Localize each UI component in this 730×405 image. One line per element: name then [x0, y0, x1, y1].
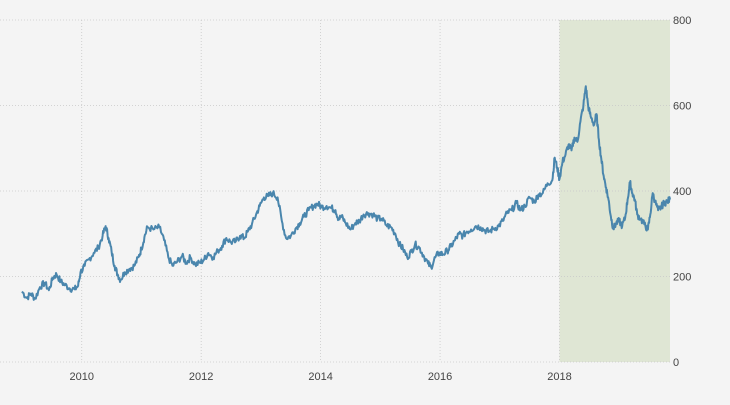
- price-series-line: [21, 85, 671, 301]
- grid-layer: [0, 19, 670, 363]
- series-layer: [21, 85, 671, 301]
- x-tick-label: 2014: [308, 371, 332, 383]
- y-tick-label: 600: [673, 101, 691, 113]
- y-axis: 0 200 400 600 800: [673, 15, 691, 369]
- x-tick-label: 2016: [428, 371, 452, 383]
- y-tick-label: 800: [673, 15, 691, 27]
- x-axis: 2010 2012 2014 2016 2018: [69, 371, 571, 383]
- x-tick-label: 2012: [189, 371, 213, 383]
- y-tick-label: 400: [673, 186, 691, 198]
- x-tick-label: 2018: [547, 371, 571, 383]
- y-tick-label: 0: [673, 357, 679, 369]
- y-tick-label: 200: [673, 272, 691, 284]
- x-tick-label: 2010: [69, 371, 93, 383]
